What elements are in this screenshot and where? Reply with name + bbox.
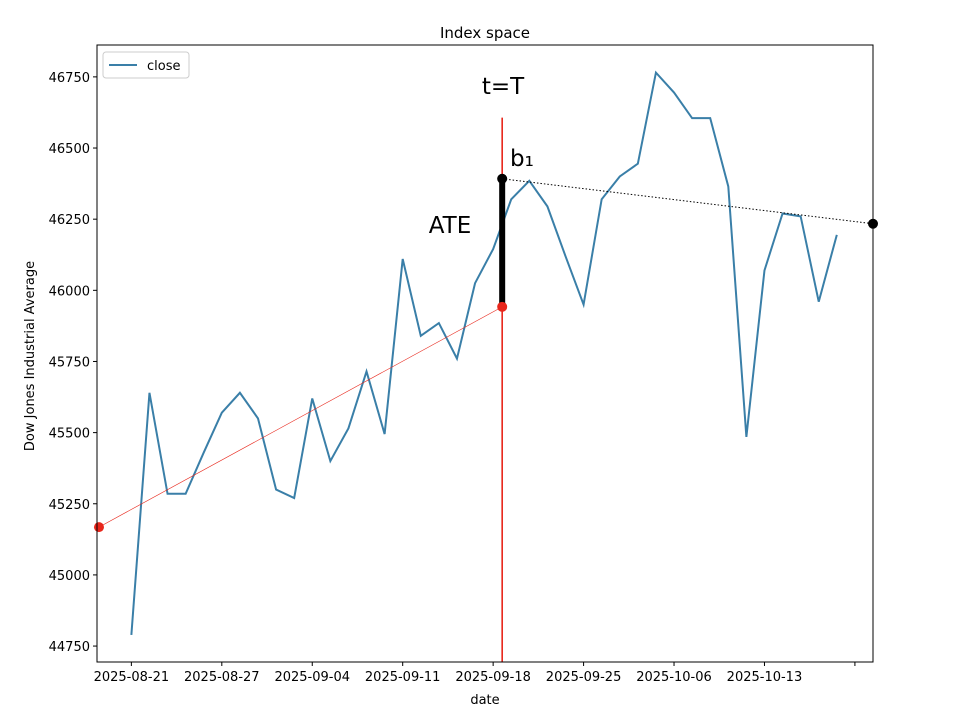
y-tick-label: 46250 [49,213,90,228]
post-trend-point [497,173,508,184]
plot-frame [96,44,874,663]
annotation-t: t=T [482,74,525,100]
trend-point [93,522,104,533]
y-tick-label: 46750 [49,71,90,86]
x-tick-label: 2025-10-06 [636,670,712,685]
trend-point [497,301,508,312]
annotation-b1: b₁ [510,146,534,172]
y-tick-label: 45000 [49,569,90,584]
x-tick-label: 2025-09-18 [455,670,531,685]
y-tick-label: 45750 [49,355,90,370]
x-tick-label: 2025-09-04 [274,670,350,685]
x-tick-label: 2025-08-27 [184,670,260,685]
y-axis-label: Dow Jones Industrial Average [23,261,38,451]
x-tick-label: 2025-09-25 [546,670,622,685]
annotation-ate: ATE [429,213,472,239]
y-tick-label: 46500 [49,142,90,157]
legend-label: close [147,59,180,74]
x-axis-label: date [470,693,499,708]
x-tick-label: 2025-08-21 [94,670,170,685]
x-tick-label: 2025-09-11 [365,670,441,685]
y-tick-label: 44750 [49,640,90,655]
post-trend-line [502,178,874,225]
trend-line [98,306,503,528]
y-tick-label: 45250 [49,498,90,513]
y-tick-label: 45500 [49,427,90,442]
series-line [130,70,838,636]
x-tick-label: 2025-10-13 [727,670,803,685]
legend-box [102,51,190,79]
y-tick-label: 46000 [49,284,90,299]
chart-title: Index space [440,24,530,42]
